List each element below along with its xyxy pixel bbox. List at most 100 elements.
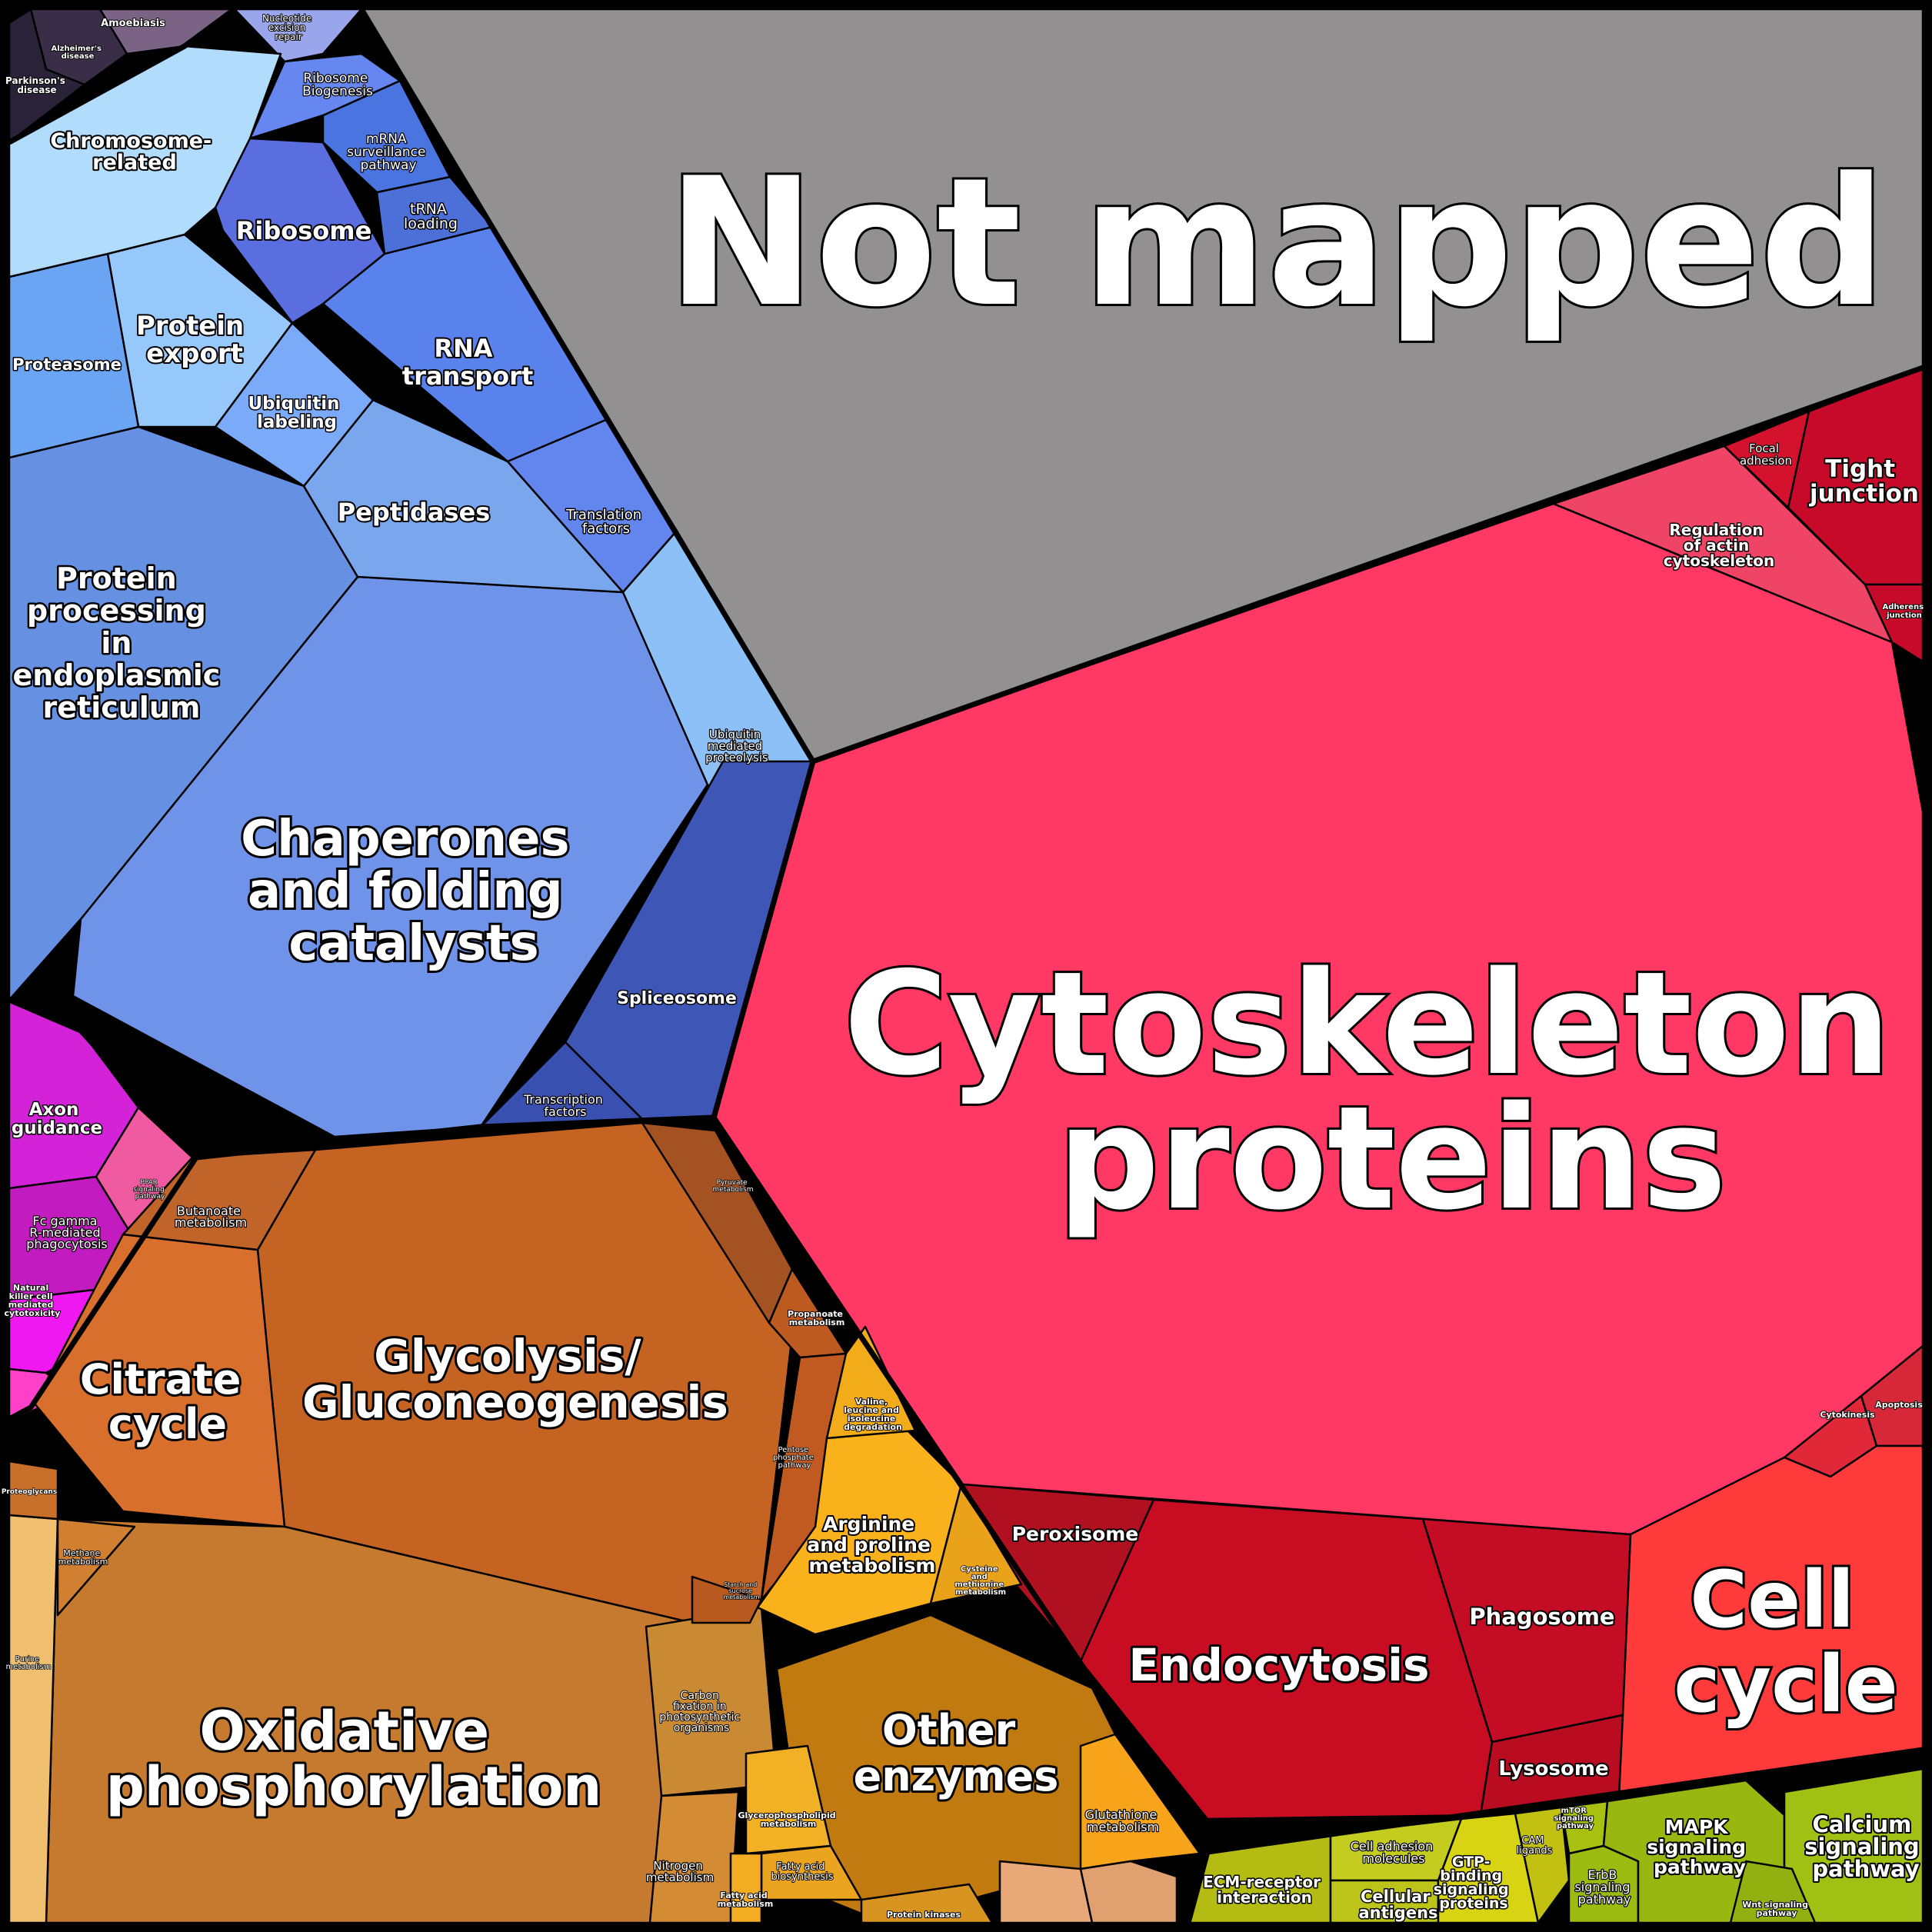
label-fc-gamma: Fc gamma R-mediated phagocytosis xyxy=(26,1214,108,1251)
label-methane-line1: Methane xyxy=(63,1548,100,1558)
label-calcium: Calcium signaling pathway xyxy=(1804,1811,1927,1882)
cell-butanoate[interactable] xyxy=(122,1148,317,1251)
label-rna-transport-line2: transport xyxy=(402,361,533,391)
label-tf-line2: factors xyxy=(582,521,630,537)
label-pyruvate: Pyruvate metabolism xyxy=(712,1179,753,1194)
label-mapk-line2: signaling xyxy=(1647,1836,1746,1858)
label-ppe-line1: Protein xyxy=(56,561,177,595)
label-parkinsons-line2: disease xyxy=(17,85,56,95)
label-propanoate-line1: Propanoate xyxy=(788,1309,843,1319)
label-tight-junction: Tight junction xyxy=(1808,455,1919,508)
label-starch-line3: metabolism xyxy=(723,1594,759,1601)
label-rb-line1: Ribosome xyxy=(303,71,368,86)
label-mrna-line3: pathway xyxy=(360,158,416,173)
label-nk-line2: killer cell xyxy=(9,1291,53,1301)
label-nitrogen-line1: Nitrogen xyxy=(653,1859,703,1873)
label-glycerophospholipid: Glycerophospholipid metabolism xyxy=(738,1810,839,1829)
label-chaperones-line2: and folding xyxy=(248,863,563,920)
label-ner-line1: Nucleotide xyxy=(262,13,311,24)
label-ecm-receptor-line2: interaction xyxy=(1217,1888,1312,1907)
cell-glutathione[interactable] xyxy=(1079,1733,1201,1870)
cell-arginine-proline[interactable] xyxy=(756,1429,963,1636)
label-wnt-line1: Wnt signaling xyxy=(1742,1900,1808,1910)
label-oe-line2: enzymes xyxy=(854,1752,1059,1800)
label-glutathione-line1: Glutathione xyxy=(1085,1807,1158,1822)
label-butanoate: Butanoate metabolism xyxy=(175,1204,247,1230)
label-nk-line4: cytotoxicity xyxy=(5,1308,61,1318)
label-calcium-line2: signaling xyxy=(1804,1834,1919,1860)
label-ubiquitin-labeling-line1: Ubiquitin xyxy=(248,394,339,414)
label-protein-kinases: Protein kinases xyxy=(887,1910,961,1920)
label-nitrogen-line2: metabolism xyxy=(646,1870,714,1884)
label-pyruvate-line1: Pyruvate xyxy=(717,1179,748,1187)
label-protein-processing-er: Protein processing in endoplasmic reticu… xyxy=(12,561,230,724)
label-fc-line2: R-mediated xyxy=(29,1225,100,1240)
label-oe-line1: Other xyxy=(882,1706,1016,1754)
label-tight-junction-line2: junction xyxy=(1808,480,1919,508)
label-cf-line1: Carbon xyxy=(681,1690,719,1702)
cell-fatty-acid-metabolism[interactable] xyxy=(729,1852,763,1924)
label-ox-line1: Oxidative xyxy=(200,1700,490,1763)
label-regulation-actin: Regulation of actin cytoskeleton xyxy=(1664,521,1774,570)
label-tf-line1: Translation xyxy=(565,507,641,523)
label-chaperones: Chaperones and folding catalysts xyxy=(241,811,587,972)
label-protein-export-line1: Protein xyxy=(136,311,244,341)
label-other-enzymes: Other enzymes xyxy=(854,1706,1059,1800)
label-regulation-actin-line1: Regulation xyxy=(1669,521,1763,539)
label-butanoate-line2: metabolism xyxy=(175,1215,247,1230)
label-purine-line1: Purine xyxy=(15,1655,40,1664)
label-fam-line1: Fatty acid xyxy=(720,1890,767,1900)
label-chromosome-related: Chromosome- related xyxy=(50,129,218,175)
label-gp-line2: metabolism xyxy=(761,1819,817,1829)
label-ecm-receptor: ECM-receptor interaction xyxy=(1203,1873,1326,1907)
label-pentose-line3: pathway xyxy=(778,1461,811,1470)
label-cytoskeleton-line2: proteins xyxy=(1058,1075,1727,1241)
label-protein-export-line2: export xyxy=(146,338,243,369)
label-cf-line2: fixation in xyxy=(673,1700,727,1713)
cell-starch-sucrose[interactable] xyxy=(691,1575,763,1624)
cell-ribosome-biogenesis[interactable] xyxy=(248,52,401,140)
label-erbb-line2: signaling xyxy=(1574,1880,1630,1894)
label-ppe-line3: in xyxy=(101,626,132,660)
label-vl-line3: isoleucine xyxy=(848,1414,896,1424)
label-proteoglycans: Proteoglycans xyxy=(2,1488,57,1496)
label-cam-ligands: CAM ligands xyxy=(1517,1835,1553,1857)
label-cytoskeleton-proteins: Cytoskeleton proteins xyxy=(844,941,1932,1241)
label-chromosome-line1: Chromosome- xyxy=(50,129,212,153)
label-pentose-line1: Pentose xyxy=(778,1446,809,1454)
label-mapk-line1: MAPK xyxy=(1665,1816,1730,1838)
label-methane: Methane metabolism xyxy=(58,1548,108,1567)
label-cam-ligands-line2: ligands xyxy=(1517,1845,1553,1857)
label-ap-line1: Arginine xyxy=(823,1513,914,1535)
label-purine: Purine metabolism xyxy=(6,1655,52,1671)
label-mapk: MAPK signaling pathway xyxy=(1647,1816,1753,1878)
label-peptidases: Peptidases xyxy=(338,498,491,527)
label-chromosome-line2: related xyxy=(92,151,177,175)
label-gtp-line1: GTP- xyxy=(1452,1854,1491,1870)
label-wnt: Wnt signaling pathway xyxy=(1742,1900,1811,1918)
cell-folate-biosynthesis[interactable] xyxy=(1079,1860,1178,1924)
cell-methane[interactable] xyxy=(56,1517,136,1617)
label-cell-adhesion-molecules: Cell adhesion molecules xyxy=(1351,1839,1437,1866)
label-mtor-line3: pathway xyxy=(1557,1822,1594,1830)
label-lysosome: Lysosome xyxy=(1498,1757,1608,1780)
cell-vitamin-metabolism[interactable] xyxy=(998,1860,1094,1924)
cell-ribosome[interactable] xyxy=(214,137,386,325)
label-cm-line1: Cysteine xyxy=(961,1565,998,1574)
label-rb-line2: Biogenesis xyxy=(302,84,373,99)
label-glutathione: Glutathione metabolism xyxy=(1085,1807,1161,1834)
cell-chromosome-related[interactable] xyxy=(8,45,282,278)
label-cell-cycle-line1: Cell xyxy=(1690,1554,1854,1646)
label-fc-line3: phagocytosis xyxy=(26,1237,108,1251)
label-ppe-line4: endoplasmic xyxy=(12,658,220,692)
label-regulation-actin-line2: of actin xyxy=(1684,536,1749,555)
label-trna-line1: tRNA xyxy=(410,201,447,218)
label-erbb-line1: ErbB xyxy=(1588,1867,1617,1882)
label-starch-sucrose: Starch and sucrose metabolism xyxy=(723,1581,759,1601)
label-spliceosome: Spliceosome xyxy=(617,989,737,1008)
label-adherens-junction-line1: Adherens xyxy=(1882,603,1924,611)
label-ecm-receptor-line1: ECM-receptor xyxy=(1203,1873,1321,1891)
label-apoptosis: Apoptosis xyxy=(1875,1400,1923,1410)
label-ubiquitin-labeling-line2: labeling xyxy=(257,412,337,432)
